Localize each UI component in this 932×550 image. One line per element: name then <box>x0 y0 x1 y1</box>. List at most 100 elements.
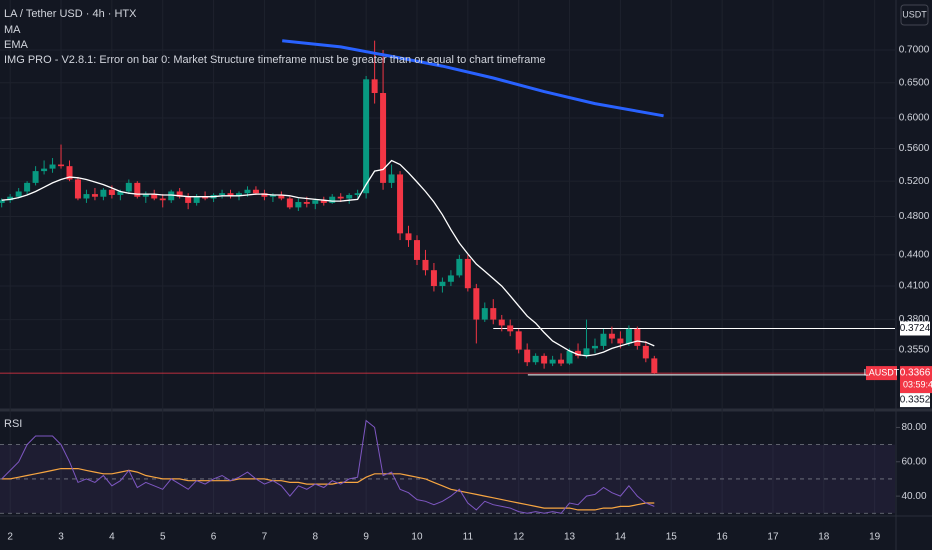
candle-body <box>380 93 387 183</box>
x-tick-label: 8 <box>313 532 319 543</box>
x-tick-label: 10 <box>411 532 423 543</box>
candle-body <box>354 193 361 195</box>
x-tick-label: 6 <box>211 532 217 543</box>
candle-body <box>49 164 56 169</box>
candle-body <box>159 198 166 201</box>
candle-body <box>202 196 209 199</box>
x-tick-label: 16 <box>717 532 729 543</box>
candle-body <box>363 79 370 194</box>
candle-body <box>583 348 590 356</box>
candle-body <box>125 182 132 192</box>
candle-body <box>608 333 615 339</box>
legend-ma: MA <box>4 24 21 36</box>
symbol-label-box <box>866 366 897 381</box>
level-label: 0.3724 <box>900 323 931 334</box>
candle-body <box>447 275 454 282</box>
x-tick-label: 7 <box>262 532 268 543</box>
candle-body <box>507 325 514 332</box>
level-label: 0.3352 <box>900 395 931 406</box>
candle-body <box>252 189 259 194</box>
x-tick-label: 18 <box>818 532 830 543</box>
candle-body <box>244 189 251 194</box>
candle-body <box>413 240 420 260</box>
currency-button[interactable] <box>900 4 929 26</box>
x-tick-label: 12 <box>513 532 525 543</box>
candle-body <box>32 171 39 183</box>
candle-body <box>15 191 22 197</box>
y-tick-label: 0.7000 <box>899 45 930 56</box>
candle-body <box>473 288 480 320</box>
rsi-tick-label: 80.00 <box>901 422 926 433</box>
candle-body <box>490 308 497 320</box>
rsi-tick-label: 60.00 <box>901 456 926 467</box>
candle-body <box>515 331 522 350</box>
candle-body <box>286 198 293 208</box>
candle-body <box>269 194 276 197</box>
y-tick-label: 0.4100 <box>899 281 930 292</box>
candle-body <box>108 189 115 195</box>
last-price-label: 0.3366 <box>900 368 931 379</box>
candle-body <box>219 193 226 195</box>
candle-body <box>236 193 243 196</box>
candle-body <box>74 179 81 199</box>
x-tick-label: 11 <box>463 532 474 543</box>
candle-body <box>168 191 175 201</box>
ema-line <box>282 39 664 118</box>
candle-body <box>634 328 641 346</box>
candle-body <box>532 355 539 363</box>
y-tick-label: 0.5600 <box>899 143 930 154</box>
candle-body <box>397 174 404 234</box>
candle-body <box>600 333 607 346</box>
candle-body <box>278 194 285 199</box>
candle-body <box>7 196 14 201</box>
candle-body <box>151 194 158 199</box>
candle-body <box>0 200 5 203</box>
candle-body <box>66 166 73 180</box>
y-tick-label: 0.5200 <box>899 176 930 187</box>
x-tick-label: 9 <box>363 532 369 543</box>
y-tick-label: 0.6500 <box>899 77 930 88</box>
y-tick-label: 0.3800 <box>899 314 930 325</box>
candle-body <box>329 196 336 203</box>
notice: IMG PRO - V2.8.1: Error on bar 0: Market… <box>4 54 546 66</box>
candle-body <box>422 259 429 271</box>
candle-body <box>337 196 344 199</box>
x-tick-label: 19 <box>869 532 881 543</box>
candle-body <box>295 202 302 208</box>
x-tick-label: 17 <box>767 532 779 543</box>
x-tick-label: 5 <box>160 532 166 543</box>
candle-body <box>456 258 463 276</box>
candle-body <box>193 196 200 203</box>
rsi-line <box>1 419 655 514</box>
candle-body <box>549 359 556 364</box>
candle-body <box>651 358 658 374</box>
candle-body <box>439 281 446 287</box>
candle-body <box>388 174 395 183</box>
currency-button-label[interactable]: USDT <box>902 9 927 19</box>
x-tick-label: 13 <box>564 532 576 543</box>
x-tick-label: 4 <box>109 532 115 543</box>
candle-body <box>617 338 624 344</box>
candle-body <box>591 345 598 349</box>
level-label-box <box>900 321 930 336</box>
candle-body <box>575 350 582 356</box>
candle-body <box>24 182 31 192</box>
candle-body <box>227 193 234 196</box>
level-label-box <box>900 393 930 408</box>
rsi-title: RSI <box>4 418 22 430</box>
y-tick-label: 0.4400 <box>899 250 930 261</box>
candle-body <box>481 308 488 320</box>
candle-body <box>464 258 471 289</box>
candle-body <box>83 194 90 199</box>
candle-body <box>41 168 48 172</box>
candle-body <box>261 193 268 197</box>
candle-body <box>58 164 65 167</box>
candle-body <box>558 359 565 364</box>
candle-body <box>346 194 353 199</box>
candle-body <box>134 182 141 197</box>
candle-body <box>498 319 505 326</box>
ma-line <box>1 159 655 357</box>
y-tick-label: 0.6000 <box>899 113 930 124</box>
